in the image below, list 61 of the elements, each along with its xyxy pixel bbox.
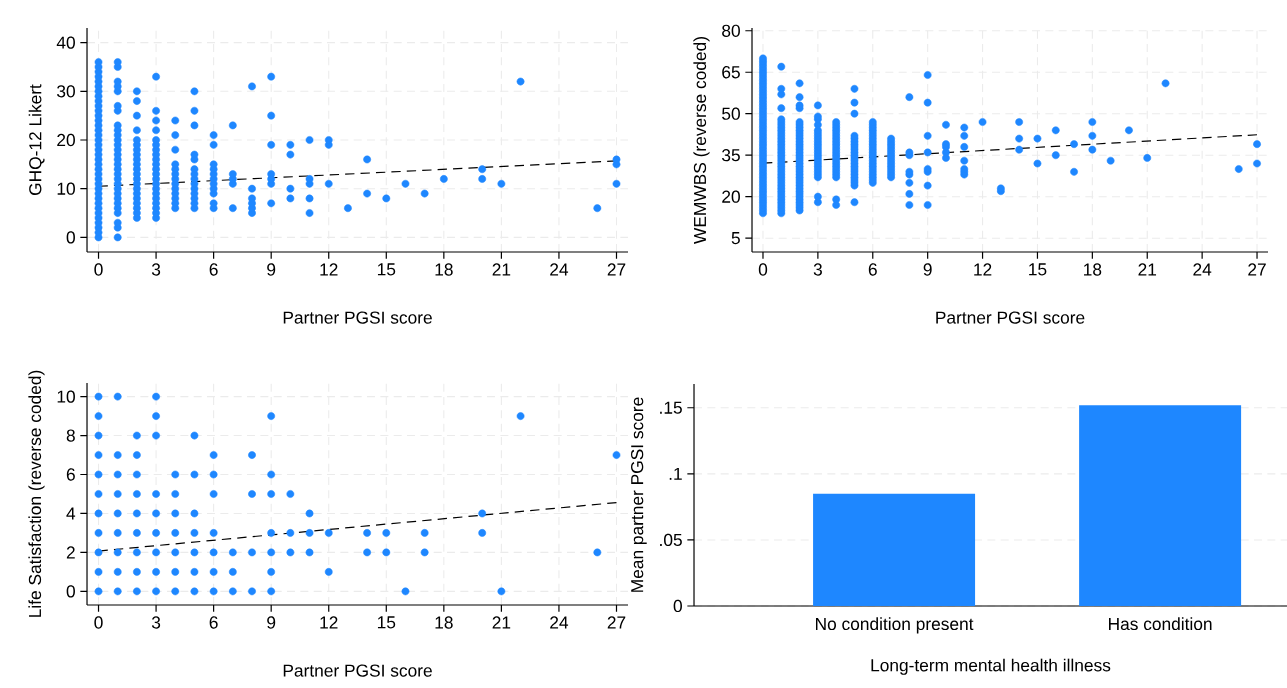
y-tick-label: 2 — [66, 546, 75, 559]
x-tick-label: 6 — [868, 263, 877, 276]
x-tick-label: 3 — [151, 616, 161, 629]
y-tick-label: 6 — [66, 468, 75, 481]
y-tick-label: 40 — [56, 36, 75, 49]
y-axis-title: GHQ-12 Likert — [28, 84, 45, 195]
x-tick-label: 24 — [550, 616, 569, 629]
y-tick-label: 65 — [722, 66, 740, 79]
x-tick-label: 21 — [1138, 263, 1157, 276]
x-tick-label: 21 — [492, 616, 511, 629]
y-axis-title: WEMWBS (reverse coded) — [693, 37, 710, 244]
x-tick-label: 3 — [151, 263, 161, 276]
x-axis-title: Long-term mental health illness — [871, 658, 1111, 675]
x-tick-label: 24 — [550, 263, 569, 276]
x-tick-label: 21 — [492, 263, 511, 276]
x-tick-label: 15 — [1029, 263, 1047, 276]
x-axis-title: Partner PGSI score — [283, 311, 432, 324]
y-tick-label: 10 — [57, 182, 75, 195]
y-tick-label: 0 — [66, 231, 75, 244]
x-tick-label: 24 — [1193, 263, 1212, 276]
y-axis-title: Mean partner PGSI score — [631, 397, 647, 592]
x-axis-title: Partner PGSI score — [283, 664, 432, 677]
x-tick-label: 15 — [377, 616, 396, 629]
x-tick-label: 27 — [607, 263, 626, 276]
x-tick-label: 0 — [758, 263, 768, 276]
y-tick-label: 10 — [57, 390, 75, 403]
y-tick-label: 80 — [722, 24, 740, 37]
x-tick-label: 12 — [974, 263, 992, 276]
y-tick-label: 50 — [722, 107, 740, 120]
y-tick-label: 0 — [66, 585, 75, 598]
x-tick-label: 9 — [923, 263, 932, 276]
y-tick-label: 8 — [66, 429, 75, 442]
y-tick-label: .1 — [669, 467, 682, 480]
x-tick-label: 18 — [1084, 263, 1102, 276]
y-tick-label: 20 — [57, 133, 75, 147]
y-tick-label: 30 — [57, 85, 75, 98]
x-tick-label: 0 — [94, 263, 103, 276]
x-tick-label: Has condition — [1109, 617, 1212, 631]
y-tick-label: .05 — [660, 533, 682, 547]
y-tick-label: 20 — [722, 190, 740, 203]
x-axis-title: Partner PGSI score — [936, 311, 1085, 324]
y-tick-label: 35 — [722, 149, 740, 162]
y-axis-title: Life Satisfaction (reverse coded) — [28, 370, 45, 617]
y-tick-label: 5 — [731, 232, 740, 245]
y-tick-label: 0 — [673, 599, 682, 613]
x-tick-label: 0 — [94, 616, 103, 629]
x-tick-label: 18 — [435, 616, 453, 629]
x-tick-label: 9 — [267, 616, 276, 629]
x-tick-label: 18 — [435, 263, 453, 276]
x-tick-label: 27 — [1248, 263, 1266, 276]
y-tick-label: .15 — [660, 401, 682, 414]
x-tick-label: 27 — [607, 616, 626, 629]
y-tick-label: 4 — [66, 507, 76, 520]
x-tick-label: 3 — [813, 263, 822, 276]
x-tick-label: 12 — [320, 616, 338, 629]
x-tick-label: 9 — [267, 263, 276, 276]
x-tick-label: 6 — [209, 263, 218, 276]
x-tick-label: 15 — [377, 263, 396, 276]
x-tick-label: No condition present — [816, 617, 974, 634]
x-tick-label: 6 — [209, 616, 218, 629]
x-tick-label: 12 — [320, 263, 338, 276]
